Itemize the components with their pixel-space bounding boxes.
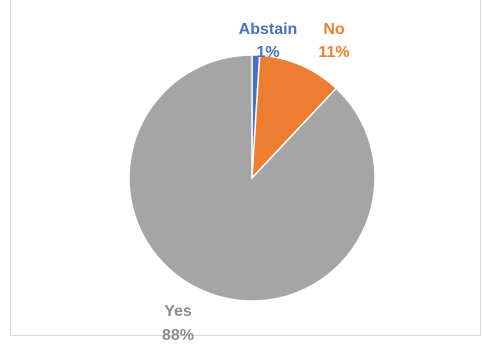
pie-labels: Abstain 1% No 11% Yes 88% xyxy=(162,21,350,344)
slice-label-no: No xyxy=(323,21,345,38)
slice-label-yes: Yes xyxy=(164,303,192,320)
slice-percent-abstain: 1% xyxy=(256,44,279,61)
pie-slices xyxy=(128,54,376,302)
slice-label-abstain: Abstain xyxy=(239,21,298,38)
pie-slice-no xyxy=(251,54,338,181)
slice-percent-yes: 88% xyxy=(162,327,194,344)
slice-percent-no: 11% xyxy=(318,44,349,61)
pie-slice-yes xyxy=(128,54,376,302)
